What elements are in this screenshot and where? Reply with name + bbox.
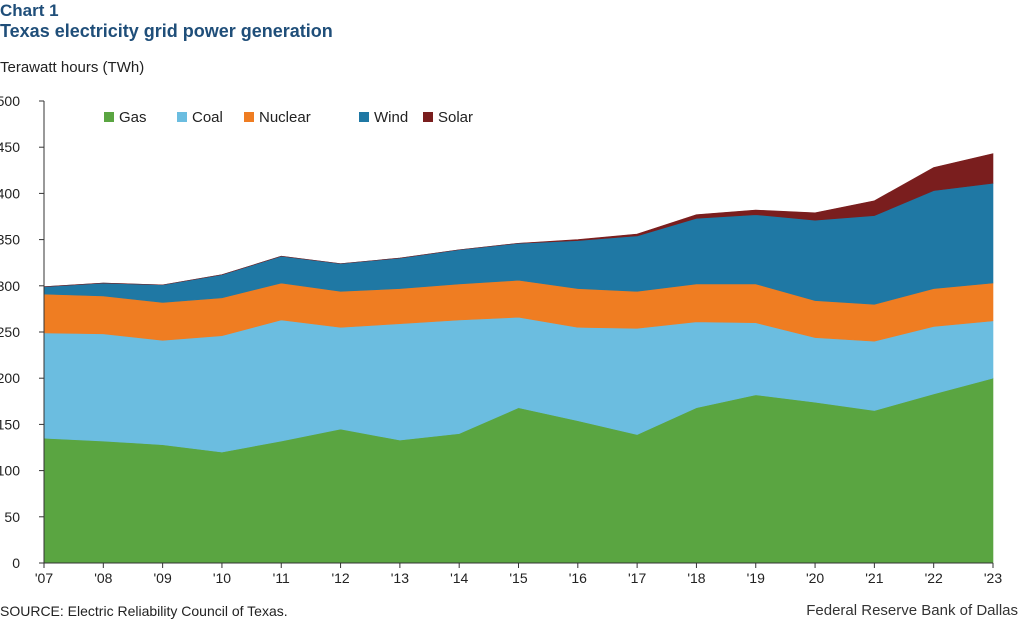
y-tick-label: 450 [0, 139, 20, 155]
x-tick-label: '17 [628, 570, 646, 586]
x-tick-label: '22 [925, 570, 943, 586]
x-tick-label: '18 [687, 570, 705, 586]
x-tick-label: '13 [391, 570, 409, 586]
y-tick-label: 300 [0, 278, 20, 294]
credit-text: Federal Reserve Bank of Dallas [806, 602, 1018, 619]
y-tick-label: 150 [0, 416, 20, 432]
y-tick-label: 50 [4, 509, 20, 525]
legend-swatch-gas [104, 112, 114, 122]
stacked-areas [43, 153, 994, 564]
chart-title: Texas electricity grid power generation [0, 21, 333, 41]
legend: Gas Coal Nuclear Wind Solar [104, 109, 473, 126]
x-tick-label: '09 [154, 570, 172, 586]
x-tick-label: '14 [450, 570, 468, 586]
y-axis-ticks: 0 50 100 150 200 250 300 350 400 450 500 [0, 93, 44, 571]
y-tick-label: 400 [0, 185, 20, 201]
x-tick-label: '16 [569, 570, 587, 586]
y-tick-label: 200 [0, 370, 20, 386]
x-tick-label: '08 [94, 570, 112, 586]
legend-label-nuclear: Nuclear [259, 109, 311, 126]
legend-label-solar: Solar [438, 109, 473, 126]
x-tick-label: '21 [865, 570, 883, 586]
y-tick-label: 350 [0, 232, 20, 248]
x-tick-label: '07 [35, 570, 53, 586]
x-tick-label: '12 [331, 570, 349, 586]
x-tick-label: '20 [806, 570, 824, 586]
legend-label-wind: Wind [374, 109, 408, 126]
x-tick-label: '11 [273, 570, 290, 586]
source-note: SOURCE: Electric Reliability Council of … [0, 603, 288, 619]
legend-swatch-wind [359, 112, 369, 122]
x-tick-label: '19 [747, 570, 765, 586]
area-solar [43, 153, 994, 288]
chart-number: Chart 1 [0, 1, 59, 20]
y-tick-label: 0 [12, 555, 20, 571]
y-axis-unit-label: Terawatt hours (TWh) [0, 59, 145, 76]
legend-swatch-nuclear [244, 112, 254, 122]
legend-label-gas: Gas [119, 109, 147, 126]
legend-label-coal: Coal [192, 109, 223, 126]
y-tick-label: 500 [0, 93, 20, 109]
x-tick-label: '15 [509, 570, 527, 586]
x-tick-label: '10 [213, 570, 231, 586]
legend-swatch-coal [177, 112, 187, 122]
x-tick-label: '23 [984, 570, 1002, 586]
y-tick-label: 250 [0, 324, 20, 340]
y-tick-label: 100 [0, 463, 20, 479]
x-axis-ticks: '07 '08 '09 '10 '11 '12 '13 '14 '15 '16 '17 '18 '19 '… [35, 563, 1002, 586]
legend-swatch-solar [423, 112, 433, 122]
